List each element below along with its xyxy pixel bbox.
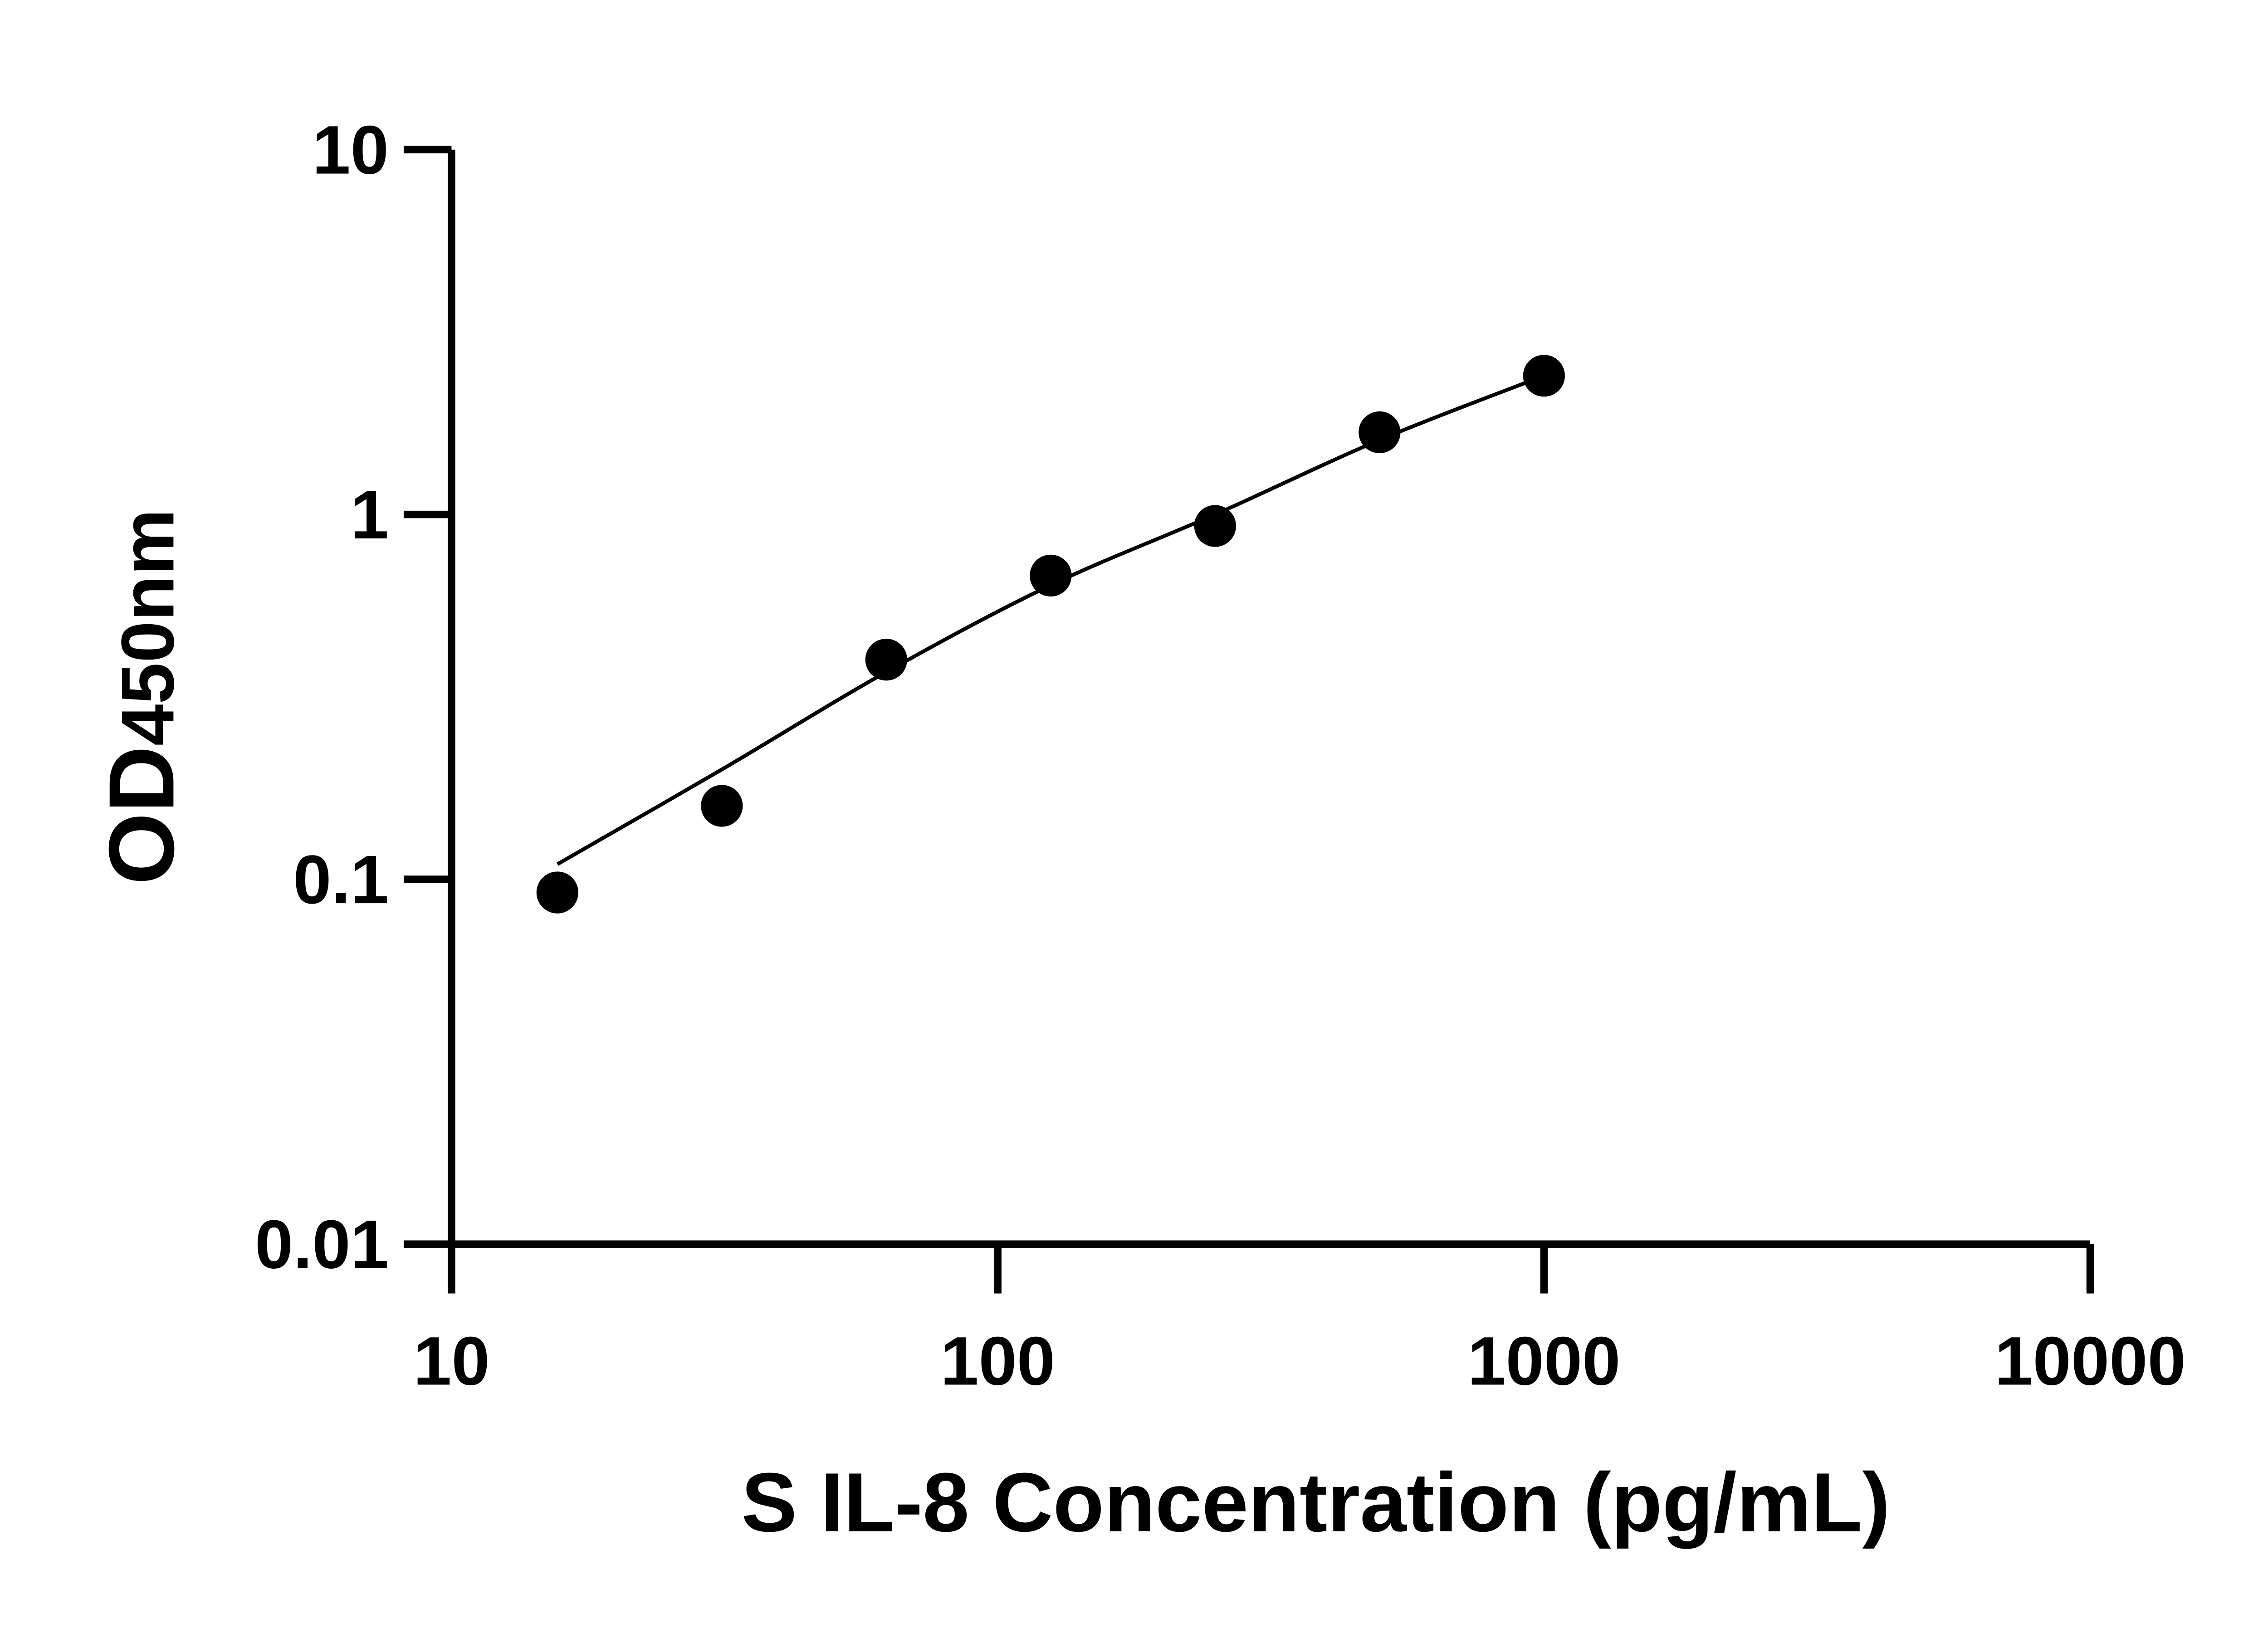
data-point xyxy=(536,871,578,914)
y-tick-label: 0.1 xyxy=(293,841,389,918)
axes xyxy=(403,146,2094,1294)
data-point xyxy=(701,785,743,827)
x-axis-title: S IL-8 Concentration (pg/mL) xyxy=(741,1456,1890,1550)
data-point xyxy=(1194,505,1236,547)
x-tick-label: 100 xyxy=(940,1323,1055,1400)
y-tick-labels: 10 1 0.1 0.01 xyxy=(255,112,389,1283)
data-point xyxy=(1030,554,1072,597)
data-point xyxy=(1523,355,1565,397)
data-points xyxy=(536,355,1565,914)
x-tick-label: 10000 xyxy=(1994,1323,2186,1400)
y-tick-label: 1 xyxy=(351,477,389,553)
fit-curve xyxy=(556,374,1545,866)
x-tick-label: 1000 xyxy=(1467,1323,1620,1400)
x-tick-labels: 10 100 1000 10000 xyxy=(413,1323,2186,1400)
y-axis-title-sub: 450nm xyxy=(106,509,189,746)
y-tick-label: 0.01 xyxy=(255,1206,389,1283)
y-axis-title: OD450nm xyxy=(90,509,193,885)
x-tick-label: 10 xyxy=(413,1323,490,1400)
data-point xyxy=(865,639,907,681)
y-tick-label: 10 xyxy=(312,112,389,189)
y-axis-title-main: OD xyxy=(90,746,193,885)
data-point xyxy=(1359,411,1401,454)
